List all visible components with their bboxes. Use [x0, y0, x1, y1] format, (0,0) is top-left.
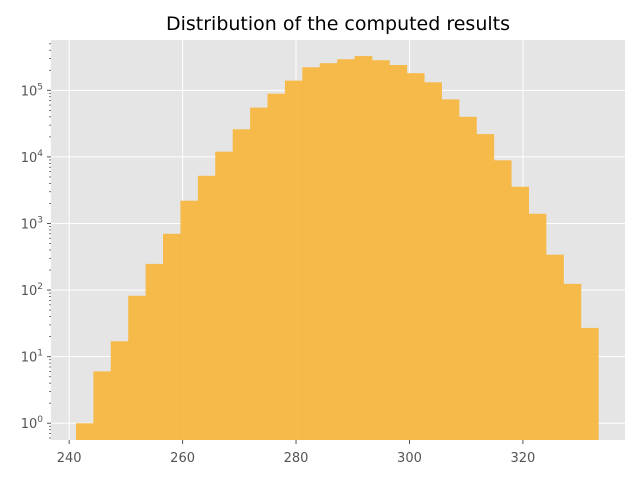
histogram-bar: [145, 263, 164, 440]
y-tick-label: 101: [21, 349, 43, 366]
histogram-bar: [197, 175, 216, 440]
histogram-bar: [267, 93, 286, 440]
x-tick-label: 280: [284, 451, 309, 466]
histogram-bar: [441, 99, 460, 440]
y-tick-label: 102: [21, 282, 43, 299]
y-tick-label: 100: [21, 415, 44, 432]
histogram-bar: [528, 213, 547, 440]
histogram-bar: [128, 295, 146, 440]
histogram-bar: [424, 82, 442, 441]
x-tick-label: 260: [170, 451, 195, 466]
histogram-bar: [284, 80, 303, 440]
histogram-bar: [93, 371, 112, 440]
histogram-bar: [389, 65, 408, 440]
histogram-bar: [371, 60, 390, 441]
histogram-bar: [580, 327, 599, 440]
histogram-bar: [476, 134, 495, 441]
histogram-bar: [546, 254, 564, 440]
x-tick-label: 300: [397, 451, 422, 466]
histogram-bar: [110, 341, 129, 440]
histogram-bar: [232, 129, 251, 440]
histogram-bar: [406, 73, 425, 440]
histogram-bar: [250, 107, 268, 440]
x-tick-label: 240: [57, 451, 82, 466]
histogram-bar: [337, 59, 355, 441]
y-tick-label: 104: [21, 149, 44, 166]
histogram-bar: [302, 67, 321, 440]
histogram-bar: [493, 160, 512, 440]
y-tick-label: 103: [21, 215, 43, 232]
histogram-bar: [180, 200, 199, 440]
chart-title: Distribution of the computed results: [166, 13, 510, 35]
histogram-bar: [215, 151, 233, 441]
x-tick-label: 320: [510, 451, 535, 466]
histogram-bar: [459, 116, 477, 440]
histogram-bar: [319, 63, 338, 441]
histogram-bar: [563, 283, 582, 440]
histogram-bar: [511, 186, 529, 440]
histogram-bar: [75, 423, 94, 440]
histogram-bar: [354, 56, 373, 440]
y-tick-label: 105: [21, 82, 43, 99]
histogram-bar: [163, 233, 181, 440]
